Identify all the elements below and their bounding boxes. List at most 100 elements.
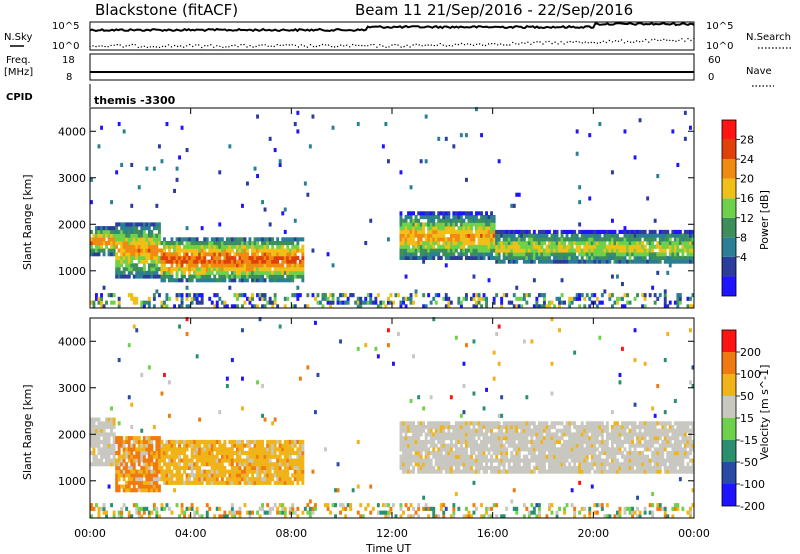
velocity-cell (107, 447, 111, 452)
power-cell (102, 226, 106, 231)
velocity-cell (427, 439, 431, 444)
power-cell (691, 237, 695, 242)
power-cell (140, 248, 144, 253)
power-cell (205, 274, 209, 279)
power-cell (437, 211, 441, 216)
velocity-cell (266, 477, 270, 482)
velocity-cell (150, 458, 154, 463)
power-cell (573, 296, 577, 301)
power-cell (223, 259, 227, 264)
velocity-cell (502, 421, 506, 426)
velocity-cell (517, 458, 521, 463)
nsearch-point (548, 40, 550, 43)
power-cell (510, 255, 514, 260)
power-cell (135, 300, 139, 305)
power-cell (643, 233, 647, 238)
power-cell (381, 300, 385, 305)
velocity-cell (168, 473, 171, 478)
velocity-cell (427, 514, 431, 519)
power-cell (417, 244, 421, 249)
velocity-cell (555, 458, 559, 463)
power-cell (472, 296, 476, 301)
power-cell (517, 233, 521, 238)
nsearch-point (451, 45, 454, 47)
velocity-cell (281, 443, 285, 448)
velocity-cell (452, 458, 456, 463)
velocity-cell (155, 462, 159, 467)
velocity-cell (387, 343, 390, 348)
power-cell (611, 255, 614, 260)
power-cell (676, 248, 680, 253)
nsearch-point (584, 41, 586, 43)
power-cell (142, 244, 146, 249)
velocity-cell (155, 510, 159, 515)
power-cell (95, 296, 98, 301)
nsearch-point (119, 44, 121, 46)
power-cell (578, 252, 582, 257)
nsearch-point (539, 41, 541, 43)
velocity-cell (150, 477, 154, 482)
power-cell (414, 252, 418, 257)
power-cell (558, 304, 561, 309)
velocity-cell (200, 514, 204, 519)
power-cell (256, 174, 259, 179)
power-cell (165, 274, 169, 279)
velocity-cell (452, 462, 456, 467)
power-cell (532, 229, 536, 234)
power-cell (95, 229, 98, 234)
velocity-cell (409, 454, 413, 459)
power-cell (180, 270, 184, 275)
power-cell (618, 255, 622, 260)
velocity-cell (495, 332, 499, 337)
velocity-cell (422, 425, 426, 430)
velocity-cell (107, 425, 111, 430)
power-cell (540, 293, 544, 298)
power-cell (163, 259, 166, 264)
power-cell (165, 296, 169, 301)
power-cell (671, 259, 675, 264)
power-cell (286, 278, 290, 283)
velocity-cell (548, 454, 551, 459)
power-cell (238, 259, 242, 264)
power-cell (238, 267, 242, 272)
velocity-cell (147, 447, 151, 452)
velocity-cell (125, 447, 129, 452)
velocity-cell (135, 447, 139, 452)
velocity-cell (409, 458, 413, 463)
power-cell (626, 237, 629, 242)
velocity-cell (140, 447, 144, 452)
power-cell (590, 229, 594, 234)
nsearch-point (89, 45, 91, 48)
power-cell (142, 237, 146, 242)
power-cell (170, 252, 174, 257)
power-cell (130, 293, 134, 298)
velocity-cell (193, 454, 197, 459)
power-cell (424, 252, 428, 257)
velocity-cell (115, 462, 119, 467)
velocity-cell (135, 458, 139, 463)
power-cell (170, 270, 174, 275)
power-cell (251, 278, 254, 283)
power-cell (263, 252, 267, 257)
velocity-cell (147, 484, 151, 489)
velocity-cell (437, 462, 441, 467)
power-cell (188, 248, 192, 253)
power-cell (178, 278, 181, 283)
power-cell (482, 233, 486, 238)
velocity-cell (213, 447, 217, 452)
power-cell (658, 244, 662, 249)
velocity-cell (92, 454, 96, 459)
velocity-cell (439, 432, 443, 437)
power-cell (628, 255, 632, 260)
velocity-cell (296, 473, 300, 478)
power-cell (409, 293, 413, 298)
power-cell (190, 241, 194, 246)
power-cell (588, 237, 592, 242)
velocity-cell (296, 514, 300, 519)
velocity-cell (500, 428, 504, 433)
nsearch-point (663, 38, 665, 41)
power-cell (132, 296, 136, 301)
velocity-cell (97, 447, 101, 452)
velocity-cell (210, 480, 214, 485)
velocity-cell (258, 439, 262, 444)
